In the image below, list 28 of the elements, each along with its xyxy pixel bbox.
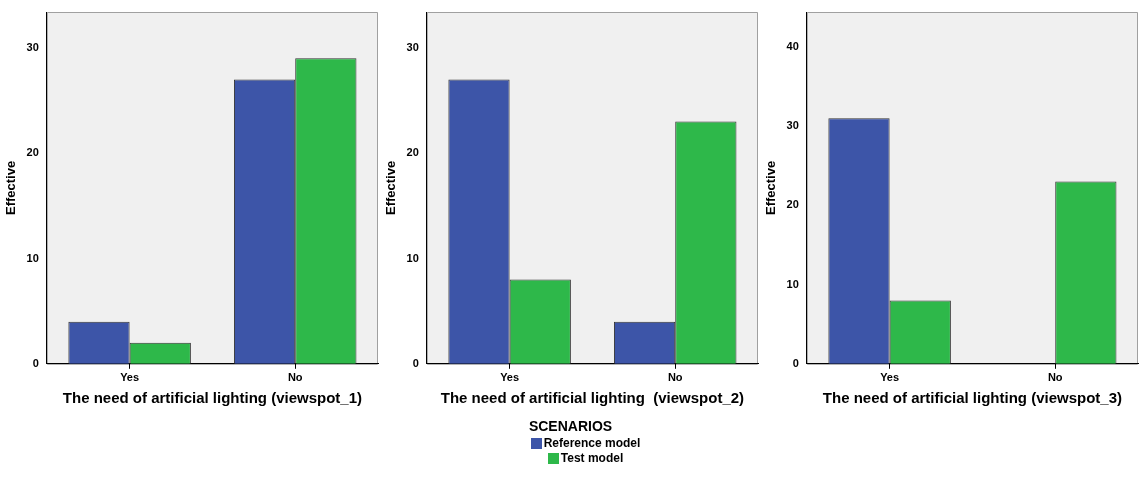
x-tick-label: No	[667, 371, 683, 384]
x-axis-title: The need of artificial lighting (viewspot_3)	[822, 389, 1123, 407]
x-tick-label: Yes	[880, 371, 900, 384]
y-tick-label: 30	[786, 119, 799, 132]
y-tick-label: 10	[26, 251, 39, 264]
y-tick-label: 30	[26, 40, 39, 53]
x-tick-label: Yes	[500, 371, 520, 384]
y-tick-label: 40	[786, 39, 799, 52]
y-tick-label: 20	[26, 146, 39, 159]
y-tick-label: 0	[792, 356, 799, 369]
y-axis-title: Effective	[3, 160, 19, 215]
y-tick-label: 10	[406, 251, 419, 264]
y-tick-label: 10	[786, 277, 799, 290]
legend-label: Reference model	[543, 436, 641, 451]
x-axis-title: The need of artificial lighting (viewspot_2)	[440, 389, 745, 407]
legend-title: SCENARIOS	[528, 418, 613, 434]
y-tick-label: 30	[406, 40, 419, 53]
y-tick-label: 0	[412, 356, 419, 369]
y-tick-label: 0	[32, 356, 39, 369]
y-tick-label: 20	[786, 198, 799, 211]
y-axis-title: Effective	[383, 160, 399, 215]
y-tick-label: 20	[406, 146, 419, 159]
x-tick-label: No	[1047, 371, 1063, 384]
x-tick-label: No	[287, 371, 303, 384]
x-axis-title: The need of artificial lighting (viewspot_1)	[62, 389, 363, 407]
y-axis-title: Effective	[763, 160, 779, 215]
x-tick-label: Yes	[120, 371, 140, 384]
legend-label: Test model	[560, 451, 624, 466]
